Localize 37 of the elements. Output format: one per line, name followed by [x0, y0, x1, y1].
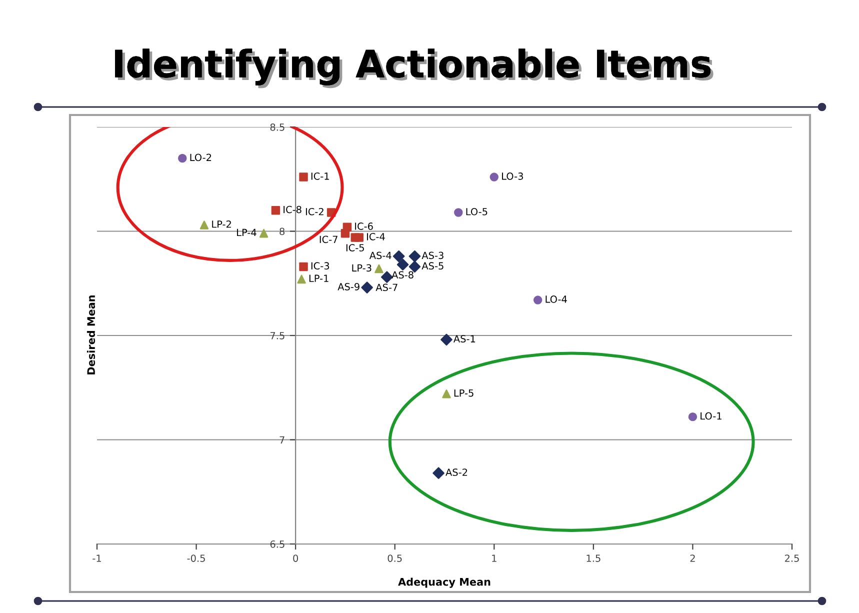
x-tick-label: 0 [293, 554, 298, 562]
y-axis-title: Desired Mean [86, 295, 96, 374]
data-label: IC-5 [346, 244, 364, 252]
data-label: IC-7 [320, 236, 338, 244]
data-label: IC-2 [306, 208, 324, 216]
data-label: LO-1 [700, 412, 722, 420]
data-label: AS-7 [376, 284, 398, 292]
x-tick-label: 0.5 [388, 554, 402, 562]
data-label: LP-4 [237, 228, 256, 236]
data-label: AS-2 [446, 468, 468, 476]
data-label: LO-5 [466, 208, 488, 216]
data-label: LP-3 [352, 264, 372, 272]
data-label: LP-2 [212, 220, 231, 228]
x-tick-label: 2 [690, 554, 695, 562]
chart-title: Identifying Actionable Items [115, 48, 714, 88]
x-tick-label: -1 [92, 554, 101, 562]
data-label: AS-5 [422, 262, 444, 270]
data-label: AS-1 [454, 335, 476, 342]
data-label: IC-8 [284, 206, 302, 214]
data-label: IC-4 [367, 232, 385, 240]
x-tick-label: 2.5 [784, 554, 799, 562]
data-label: IC-1 [311, 172, 329, 180]
data-label: AS-3 [422, 252, 444, 260]
data-label: AS-9 [338, 283, 360, 290]
x-tick-label: -0.5 [187, 554, 205, 562]
x-tick-label: 1 [492, 554, 496, 562]
data-label: LO-2 [190, 154, 212, 162]
data-label: LP-1 [309, 274, 328, 282]
x-tick-label: 1.5 [586, 554, 600, 562]
data-label: LO-3 [502, 172, 523, 180]
data-label: AS-4 [369, 252, 392, 260]
x-axis-title: Adequacy Mean [398, 578, 490, 588]
data-label: LP-5 [454, 389, 474, 397]
data-label: IC-3 [311, 262, 330, 270]
data-label: IC-6 [355, 222, 373, 230]
data-label: LO-4 [546, 296, 567, 303]
data-label: AS-8 [392, 271, 414, 279]
